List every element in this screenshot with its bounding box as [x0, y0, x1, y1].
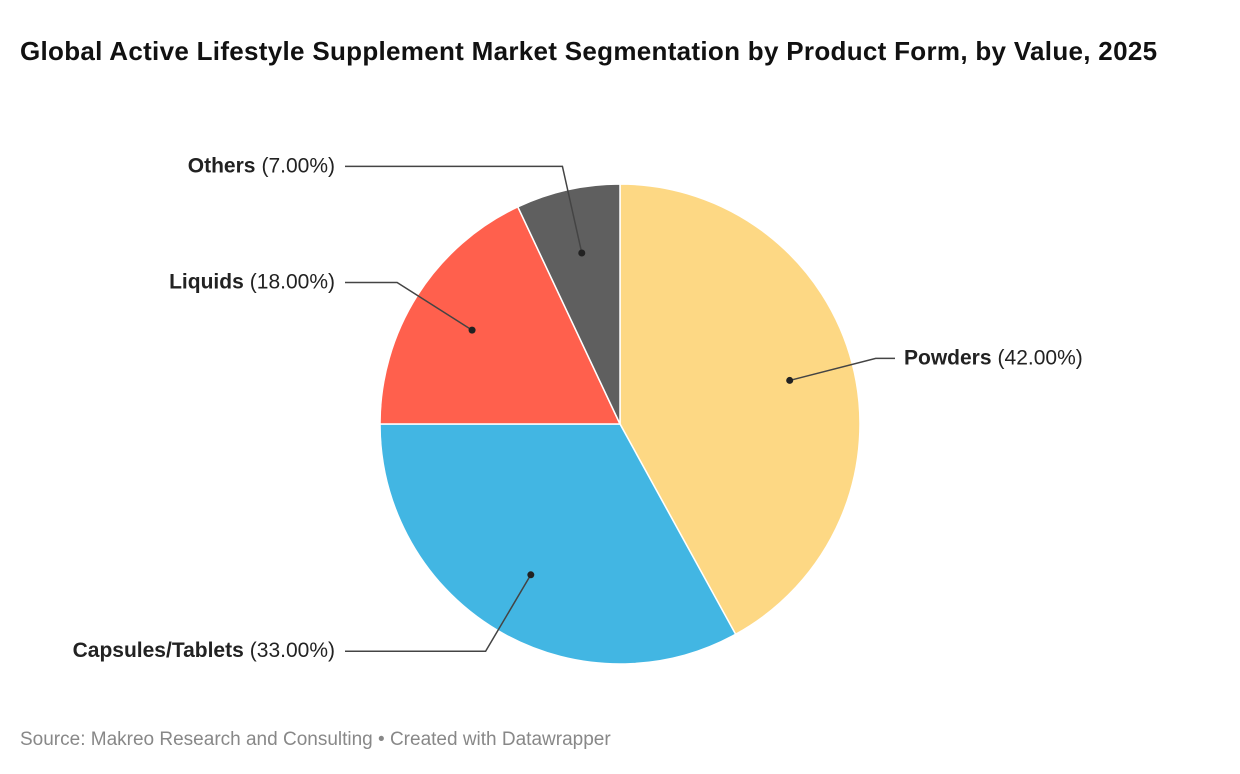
- slice-label: Others (7.00%): [188, 154, 335, 177]
- value-label: (42.00%): [998, 346, 1083, 369]
- slice-label: Powders (42.00%): [904, 346, 1083, 369]
- leader-dot: [468, 326, 476, 334]
- value-label: (18.00%): [250, 270, 335, 293]
- leader-dot: [786, 376, 794, 384]
- value-label: (33.00%): [250, 639, 335, 662]
- category-label: Capsules/Tablets: [73, 639, 244, 662]
- slice-label: Capsules/Tablets (33.00%): [73, 639, 335, 662]
- category-label: Others: [188, 154, 256, 177]
- leader-line: [345, 165, 583, 254]
- leader-dot: [527, 571, 535, 579]
- chart: Powders (42.00%) Capsules/Tablets (33.00%) L…: [73, 154, 1083, 665]
- chart-title: Global Active Lifestyle Supplement Marke…: [20, 36, 1158, 66]
- leader-dot: [578, 249, 586, 257]
- source: Source: Makreo Research and Consulting •…: [20, 729, 611, 750]
- leader-line: [345, 574, 532, 652]
- category-label: Powders: [904, 346, 992, 369]
- leader-line: [789, 357, 895, 382]
- slice-label: Liquids (18.00%): [169, 270, 335, 293]
- category-label: Liquids: [169, 270, 244, 293]
- value-label: (7.00%): [261, 154, 335, 177]
- leader-line: [345, 281, 473, 331]
